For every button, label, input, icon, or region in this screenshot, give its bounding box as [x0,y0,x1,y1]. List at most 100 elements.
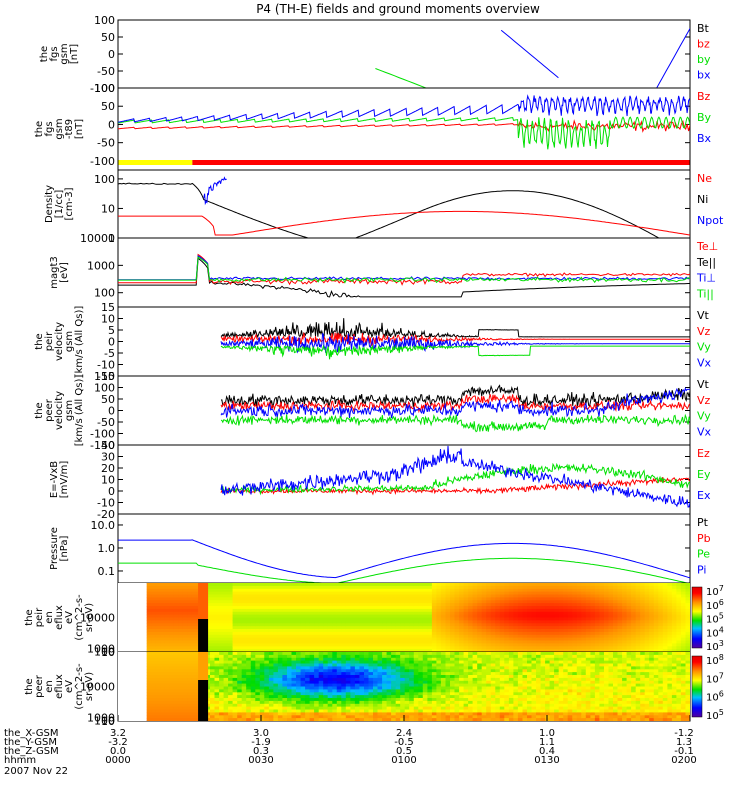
legend-Vt: Vt [697,378,710,391]
panel-frame [118,170,690,238]
series-Ni [118,183,690,256]
series-Vy [221,346,690,359]
ytick-label: 1.0 [98,542,116,555]
ytick-label: 50 [101,100,115,113]
ytick-label: 10000 [80,232,115,245]
series-Bx [118,95,690,122]
panel-frame [118,445,690,514]
colorbar [692,587,702,648]
ylabel-line: [nPa] [59,535,70,561]
series-Ex [221,446,690,507]
series-Ti⊥ [118,256,690,280]
colorbar-tick-label: 107 [706,584,724,598]
legend-Ex: Ex [697,489,711,502]
xaxis-value: 0000 [105,755,130,766]
colorbar-tick-label: 106 [706,598,724,612]
legend-bz: bz [697,38,710,51]
plot-date: 2007 Nov 22 [4,766,68,777]
colorbar-tick-label: 106 [706,690,724,704]
series-bx-b [501,30,558,78]
legend-Vz: Vz [697,394,711,407]
series-Vx [221,389,690,419]
legend-Vt: Vt [697,309,710,322]
legend-Npot: Npot [697,214,724,227]
series-By [118,117,690,149]
ytick-label: 10 [101,202,115,215]
mode-bar-segment [118,160,192,165]
data-gap [198,680,208,721]
ytick-label: 0.1 [98,565,116,578]
panel-frame [118,514,690,583]
legend-Ez: Ez [697,447,710,460]
series-Ne [118,211,690,235]
ytick-label: 10000 [80,612,115,625]
data-gap-top [198,652,208,680]
ytick-label: 100 [94,14,115,27]
ytick-label: 100 [94,173,115,186]
ylabel-line: [km/s (All Qs)] [74,306,85,378]
legend-Te||: Te|| [696,256,716,269]
peir_spectrogram-cells [118,583,691,653]
xaxis-value: 0130 [534,755,559,766]
mode-bar-segment [192,160,690,165]
xaxis-value: 0100 [391,755,416,766]
ytick-label: 10000 [80,681,115,694]
legend-Bx: Bx [697,132,712,145]
legend-bx: bx [697,69,711,82]
colorbar-tick-label: 105 [706,708,724,722]
legend-Ti⊥: Ti⊥ [696,272,716,285]
colorbar-tick-label: 108 [706,653,724,667]
ytick-label: 10 [101,715,115,728]
legend-Vy: Vy [697,410,711,423]
legend-Vx: Vx [697,357,712,370]
series-Npot [204,178,227,204]
colorbar-tick-label: 104 [706,625,724,639]
data-gap-top [198,583,208,619]
legend-Te⊥: Te⊥ [696,240,718,253]
ylabel-line: [nT] [74,119,85,139]
ytick-label: 0 [108,118,115,131]
legend-Vz: Vz [697,325,711,338]
data-gap [198,619,208,652]
panel-frame [118,20,690,88]
series-Pe [118,558,690,583]
xaxis-value: 0030 [248,755,273,766]
legend-Ti||: Ti|| [696,288,714,301]
ytick-label: 100 [94,287,115,300]
colorbar-tick-label: 107 [706,671,724,685]
series-Vy [221,414,690,431]
ytick-label: 10.0 [91,519,116,532]
legend-Pb: Pb [697,532,711,545]
peer_spectrogram-cells [118,652,691,722]
ytick-label: 1000 [87,259,115,272]
ytick-label: 50 [101,31,115,44]
ytick-label: -50 [97,137,115,150]
legend-Vy: Vy [697,341,711,354]
colorbar-tick-label: 105 [706,612,724,626]
legend-By: By [697,111,712,124]
xaxis-value: 0200 [671,755,696,766]
legend-Vx: Vx [697,426,712,439]
legend-Bt: Bt [697,22,710,35]
ylabel-line: [cm-3] [64,187,75,220]
ylabel-line: [mV/m] [59,461,70,499]
legend-Pt: Pt [697,516,709,529]
ylabel-line: [km/s (All Qs)] [74,375,85,447]
series-Vt [221,318,690,337]
figure-title: P4 (TH-E) fields and ground moments over… [256,2,540,16]
legend-by: by [697,53,711,66]
ylabel-line: [eV] [59,262,70,283]
series-Pi [118,540,690,578]
xaxis-row-label: hhmm [4,755,36,766]
legend-Pi: Pi [697,564,706,577]
ytick-label: 0 [108,48,115,61]
legend-Bz: Bz [697,90,711,103]
colorbar-tick-label: 103 [706,639,724,653]
legend-Ni: Ni [697,193,708,206]
legend-Ey: Ey [697,468,711,481]
